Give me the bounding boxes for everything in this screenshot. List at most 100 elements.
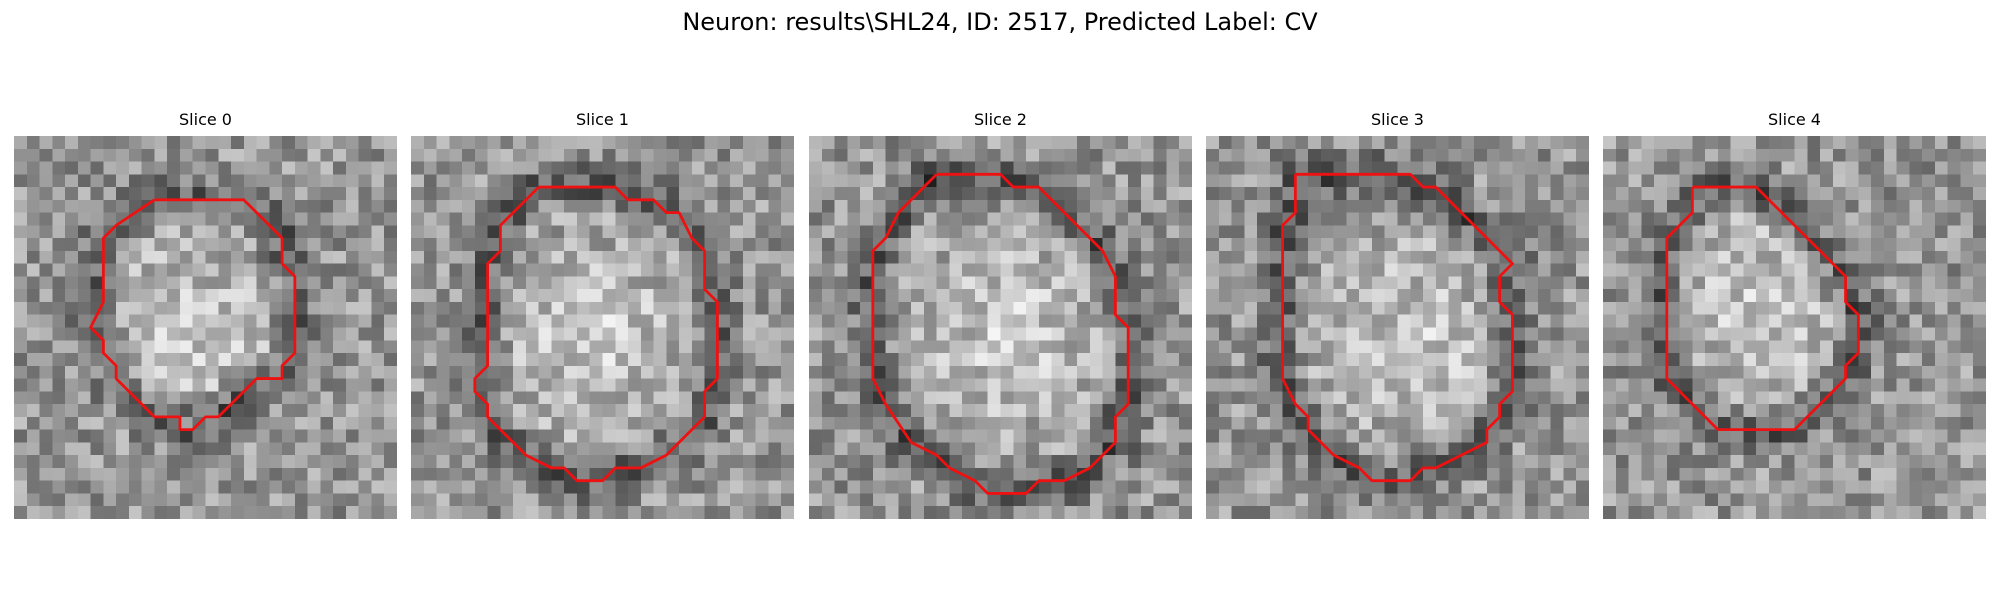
pixel bbox=[704, 416, 718, 430]
pixel bbox=[1435, 250, 1449, 264]
pixel bbox=[628, 340, 642, 354]
pixel bbox=[384, 327, 397, 341]
pixel bbox=[77, 263, 91, 277]
pixel bbox=[653, 276, 667, 290]
pixel bbox=[513, 416, 527, 430]
pixel bbox=[1179, 238, 1192, 252]
pixel bbox=[1486, 442, 1500, 456]
pixel bbox=[949, 263, 963, 277]
pixel bbox=[551, 480, 565, 494]
pixel bbox=[1603, 238, 1617, 252]
pixel bbox=[847, 289, 861, 303]
pixel bbox=[307, 404, 321, 418]
pixel bbox=[333, 467, 347, 481]
pixel bbox=[192, 455, 206, 469]
pixel bbox=[589, 506, 603, 519]
pixel bbox=[1257, 161, 1271, 175]
pixel bbox=[1269, 263, 1283, 277]
pixel bbox=[551, 314, 565, 328]
pixel bbox=[847, 467, 861, 481]
pixel bbox=[449, 187, 463, 201]
pixel bbox=[872, 212, 886, 226]
pixel bbox=[653, 365, 667, 379]
pixel bbox=[538, 404, 552, 418]
pixel bbox=[1845, 174, 1859, 188]
pixel bbox=[1346, 289, 1360, 303]
pixel bbox=[1896, 250, 1910, 264]
pixel bbox=[1435, 161, 1449, 175]
pixel bbox=[141, 365, 155, 379]
pixel bbox=[860, 289, 874, 303]
pixel bbox=[1282, 506, 1296, 519]
pixel bbox=[1179, 493, 1192, 507]
pixel bbox=[1756, 442, 1770, 456]
pixel bbox=[282, 212, 296, 226]
pixel bbox=[1026, 429, 1040, 443]
pixel bbox=[1359, 365, 1373, 379]
pixel bbox=[768, 404, 782, 418]
pixel bbox=[640, 404, 654, 418]
pixel bbox=[1486, 212, 1500, 226]
pixel bbox=[898, 391, 912, 405]
pixel bbox=[1218, 212, 1232, 226]
pixel bbox=[26, 187, 40, 201]
pixel bbox=[1768, 416, 1782, 430]
pixel bbox=[1077, 327, 1091, 341]
pixel bbox=[564, 148, 578, 162]
pixel bbox=[1435, 238, 1449, 252]
pixel bbox=[936, 391, 950, 405]
pixel bbox=[768, 391, 782, 405]
pixel bbox=[1756, 276, 1770, 290]
pixel bbox=[1166, 263, 1180, 277]
pixel bbox=[602, 442, 616, 456]
pixel bbox=[1717, 455, 1731, 469]
pixel bbox=[1883, 340, 1897, 354]
pixel bbox=[1743, 327, 1757, 341]
pixel bbox=[1883, 378, 1897, 392]
pixel bbox=[1922, 493, 1936, 507]
pixel bbox=[666, 301, 680, 315]
pixel bbox=[1410, 378, 1424, 392]
pixel bbox=[449, 353, 463, 367]
pixel bbox=[487, 225, 501, 239]
pixel bbox=[1743, 365, 1757, 379]
pixel bbox=[653, 340, 667, 354]
pixel bbox=[1359, 199, 1373, 213]
pixel bbox=[730, 353, 744, 367]
pixel bbox=[923, 493, 937, 507]
pixel bbox=[1000, 136, 1014, 150]
pixel bbox=[1384, 263, 1398, 277]
pixel bbox=[513, 378, 527, 392]
pixel bbox=[1679, 225, 1693, 239]
pixel bbox=[847, 404, 861, 418]
pixel bbox=[179, 199, 193, 213]
pixel bbox=[487, 327, 501, 341]
pixel bbox=[1474, 391, 1488, 405]
pixel bbox=[1000, 365, 1014, 379]
pixel bbox=[1743, 506, 1757, 519]
pixel bbox=[192, 493, 206, 507]
pixel bbox=[1922, 136, 1936, 150]
pixel bbox=[1218, 340, 1232, 354]
pixel bbox=[1499, 480, 1513, 494]
pixel bbox=[1679, 416, 1693, 430]
pixel bbox=[666, 161, 680, 175]
pixel bbox=[1730, 263, 1744, 277]
pixel bbox=[449, 212, 463, 226]
pixel bbox=[1026, 378, 1040, 392]
pixel bbox=[218, 416, 232, 430]
pixel bbox=[77, 455, 91, 469]
pixel bbox=[345, 340, 359, 354]
pixel bbox=[1705, 365, 1719, 379]
pixel bbox=[1550, 174, 1564, 188]
pixel bbox=[103, 506, 117, 519]
pixel bbox=[1013, 289, 1027, 303]
pixel bbox=[1218, 467, 1232, 481]
pixel bbox=[564, 455, 578, 469]
pixel bbox=[1397, 199, 1411, 213]
pixel bbox=[551, 416, 565, 430]
pixel bbox=[436, 506, 450, 519]
pixel bbox=[1064, 136, 1078, 150]
pixel bbox=[1717, 378, 1731, 392]
pixel bbox=[411, 391, 425, 405]
